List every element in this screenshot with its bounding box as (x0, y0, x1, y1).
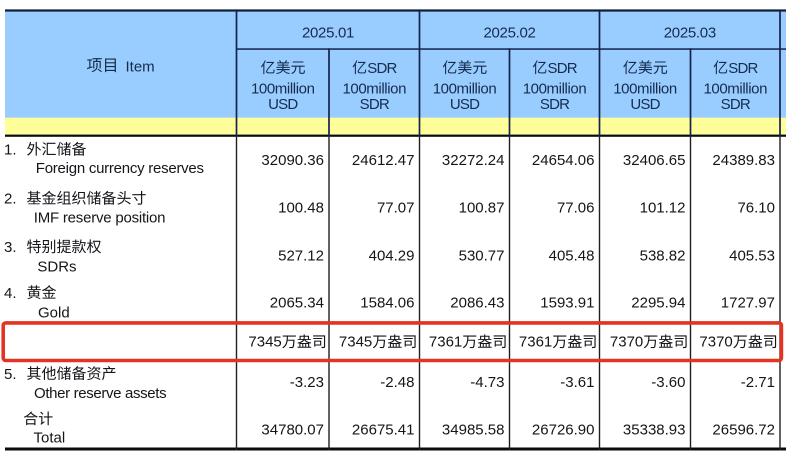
svg-text:-3.60: -3.60 (651, 374, 685, 391)
svg-text:4.: 4. (4, 285, 17, 302)
svg-text:32406.65: 32406.65 (623, 152, 686, 169)
svg-text:32272.24: 32272.24 (442, 152, 505, 169)
svg-text:405.48: 405.48 (549, 247, 595, 264)
svg-text:538.82: 538.82 (640, 247, 686, 264)
svg-text:-3.61: -3.61 (560, 374, 594, 391)
svg-text:7345: 7345 (248, 333, 281, 350)
svg-text:USD: USD (268, 96, 298, 113)
svg-text:-2.48: -2.48 (380, 374, 414, 391)
svg-text:2.: 2. (4, 191, 17, 208)
svg-text:USD: USD (450, 96, 480, 113)
svg-text:100.48: 100.48 (278, 199, 324, 216)
svg-text:100million: 100million (433, 80, 497, 97)
svg-text:34780.07: 34780.07 (261, 421, 324, 438)
svg-text:Foreign currency reserves: Foreign currency reserves (36, 160, 204, 177)
svg-text:7345: 7345 (339, 333, 372, 350)
svg-text:1727.97: 1727.97 (721, 295, 775, 312)
svg-text:2295.94: 2295.94 (631, 295, 685, 312)
svg-text:5.: 5. (4, 366, 17, 383)
svg-text:26596.72: 26596.72 (712, 421, 775, 438)
svg-text:7370: 7370 (610, 333, 643, 350)
svg-text:35338.93: 35338.93 (623, 421, 686, 438)
svg-text:32090.36: 32090.36 (261, 152, 324, 169)
svg-text:-4.73: -4.73 (470, 374, 504, 391)
svg-text:Item: Item (126, 58, 155, 75)
svg-text:100million: 100million (251, 80, 315, 97)
svg-text:100million: 100million (342, 80, 406, 97)
svg-text:SDR: SDR (721, 96, 751, 113)
svg-text:24389.83: 24389.83 (712, 152, 775, 169)
svg-text:2086.43: 2086.43 (450, 295, 504, 312)
svg-text:3.: 3. (4, 239, 17, 256)
svg-text:2025.02: 2025.02 (483, 24, 535, 41)
svg-text:77.06: 77.06 (557, 199, 595, 216)
svg-text:100million: 100million (703, 80, 767, 97)
svg-text:SDR: SDR (548, 60, 578, 77)
svg-text:1593.91: 1593.91 (540, 295, 594, 312)
svg-text:527.12: 527.12 (278, 247, 324, 264)
svg-text:77.07: 77.07 (377, 199, 415, 216)
svg-text:2065.34: 2065.34 (270, 295, 324, 312)
svg-text:100million: 100million (613, 80, 677, 97)
svg-text:1.: 1. (4, 142, 17, 159)
svg-text:2025.01: 2025.01 (302, 24, 354, 41)
svg-text:76.10: 76.10 (737, 199, 775, 216)
svg-text:26726.90: 26726.90 (532, 421, 595, 438)
svg-text:SDR: SDR (728, 60, 758, 77)
svg-text:26675.41: 26675.41 (352, 421, 415, 438)
svg-text:100million: 100million (523, 80, 587, 97)
svg-text:2025.03: 2025.03 (664, 24, 716, 41)
svg-text:Other reserve assets: Other reserve assets (34, 385, 166, 402)
svg-text:101.12: 101.12 (640, 199, 686, 216)
svg-text:SDR: SDR (540, 96, 570, 113)
svg-text:SDR: SDR (367, 60, 397, 77)
svg-text:7361: 7361 (429, 333, 462, 350)
svg-text:1584.06: 1584.06 (360, 295, 414, 312)
svg-text:530.77: 530.77 (459, 247, 505, 264)
svg-text:100.87: 100.87 (459, 199, 505, 216)
svg-text:24654.06: 24654.06 (532, 152, 595, 169)
svg-text:IMF reserve position: IMF reserve position (34, 210, 165, 227)
svg-text:7361: 7361 (519, 333, 552, 350)
svg-text:Gold: Gold (38, 305, 70, 322)
svg-text:34985.58: 34985.58 (442, 421, 505, 438)
svg-text:-2.71: -2.71 (741, 374, 775, 391)
svg-text:USD: USD (630, 96, 660, 113)
svg-text:7370: 7370 (699, 333, 732, 350)
svg-text:404.29: 404.29 (369, 247, 415, 264)
svg-text:405.53: 405.53 (729, 247, 775, 264)
svg-text:SDRs: SDRs (37, 258, 76, 275)
svg-text:24612.47: 24612.47 (352, 152, 415, 169)
svg-text:SDR: SDR (360, 96, 390, 113)
svg-text:-3.23: -3.23 (290, 374, 324, 391)
svg-text:Total: Total (34, 430, 66, 447)
